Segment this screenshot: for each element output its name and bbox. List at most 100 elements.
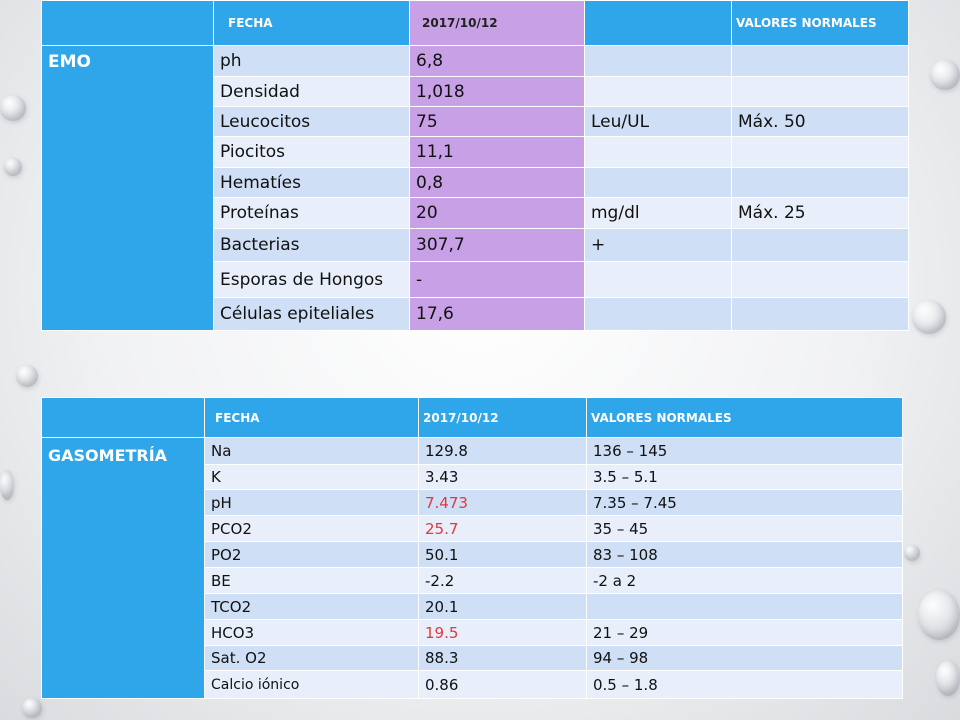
gasometria-results-table: FECHA 2017/10/12 VALORES NORMALES GASOME… <box>41 397 903 699</box>
normal-cell <box>731 261 909 298</box>
normal-cell <box>731 297 909 331</box>
value-cell: 6,8 <box>409 45 585 77</box>
value-cell: 307,7 <box>409 228 585 262</box>
header-date: 2017/10/12 <box>409 0 585 46</box>
param-cell: Hematíes <box>213 167 410 198</box>
value-cell: 88.3 <box>418 645 587 671</box>
normal-cell <box>731 228 909 262</box>
value-cell-abnormal: 25.7 <box>418 515 587 542</box>
header-fecha: FECHA <box>204 397 419 438</box>
value-cell: 11,1 <box>409 136 585 168</box>
water-drop-decoration <box>912 300 946 334</box>
unit-cell <box>584 76 732 107</box>
normal-cell: 136 – 145 <box>586 437 903 465</box>
normal-cell: -2 a 2 <box>586 567 903 594</box>
table-header-row: FECHA 2017/10/12 VALORES NORMALES <box>41 0 909 46</box>
table-row: Densidad 1,018 <box>42 76 909 107</box>
value-cell: 0.86 <box>418 670 587 699</box>
water-drop-decoration <box>0 470 14 500</box>
normal-cell <box>731 45 909 77</box>
param-cell: PCO2 <box>204 515 419 542</box>
normal-cell <box>731 167 909 198</box>
table-row: K 3.43 3.5 – 5.1 <box>42 464 903 490</box>
unit-cell <box>584 45 732 77</box>
section-label-emo: EMO <box>41 45 214 331</box>
value-cell: 129.8 <box>418 437 587 465</box>
normal-cell: Máx. 25 <box>731 197 909 229</box>
table-row: Leucocitos 75 Leu/UL Máx. 50 <box>42 106 909 137</box>
table-row: GASOMETRÍA Na 129.8 136 – 145 <box>41 437 903 699</box>
table-row: Calcio iónico 0.86 0.5 – 1.8 <box>42 670 903 699</box>
water-drop-decoration <box>16 365 38 387</box>
normal-cell: 3.5 – 5.1 <box>586 464 903 490</box>
param-cell: Proteínas <box>213 197 410 229</box>
value-cell: 20.1 <box>418 593 587 620</box>
normal-cell: Máx. 50 <box>731 106 909 137</box>
param-cell: Bacterias <box>213 228 410 262</box>
param-cell: Piocitos <box>213 136 410 168</box>
unit-cell <box>584 261 732 298</box>
param-cell: Células epiteliales <box>213 297 410 331</box>
value-cell-abnormal: 7.473 <box>418 489 587 516</box>
header-fecha: FECHA <box>213 0 410 46</box>
value-cell: 20 <box>409 197 585 229</box>
water-drop-decoration <box>930 60 960 90</box>
param-cell: HCO3 <box>204 619 419 646</box>
normal-cell: 94 – 98 <box>586 645 903 671</box>
param-cell: Calcio iónico <box>204 670 419 699</box>
normal-cell: 83 – 108 <box>586 541 903 568</box>
value-cell: 1,018 <box>409 76 585 107</box>
value-cell: 50.1 <box>418 541 587 568</box>
header-cell <box>584 0 732 46</box>
table-header-row: FECHA 2017/10/12 VALORES NORMALES <box>41 397 903 438</box>
table-row: Células epiteliales 17,6 <box>42 297 909 331</box>
value-cell: 3.43 <box>418 464 587 490</box>
param-cell: Densidad <box>213 76 410 107</box>
water-drop-decoration <box>936 660 960 696</box>
unit-cell <box>584 136 732 168</box>
unit-cell: + <box>584 228 732 262</box>
normal-cell <box>731 136 909 168</box>
value-cell: 17,6 <box>409 297 585 331</box>
param-cell: Sat. O2 <box>204 645 419 671</box>
header-cell <box>41 397 205 438</box>
table-row: Piocitos 11,1 <box>42 136 909 168</box>
value-cell: -2.2 <box>418 567 587 594</box>
param-cell: Na <box>204 437 419 465</box>
normal-cell: 35 – 45 <box>586 515 903 542</box>
param-cell: PO2 <box>204 541 419 568</box>
table-row: BE -2.2 -2 a 2 <box>42 567 903 594</box>
header-date: 2017/10/12 <box>418 397 587 438</box>
value-cell: 0,8 <box>409 167 585 198</box>
table-row: PO2 50.1 83 – 108 <box>42 541 903 568</box>
param-cell: TCO2 <box>204 593 419 620</box>
table-row: TCO2 20.1 <box>42 593 903 620</box>
table-row: HCO3 19.5 21 – 29 <box>42 619 903 646</box>
header-valores-normales: VALORES NORMALES <box>586 397 903 438</box>
param-cell: pH <box>204 489 419 516</box>
table-row: Hematíes 0,8 <box>42 167 909 198</box>
normal-cell <box>586 593 903 620</box>
unit-cell <box>584 167 732 198</box>
header-cell <box>41 0 214 46</box>
water-drop-decoration <box>918 590 960 640</box>
param-cell: BE <box>204 567 419 594</box>
value-cell: 75 <box>409 106 585 137</box>
table-row: Sat. O2 88.3 94 – 98 <box>42 645 903 671</box>
table-row: Esporas de Hongos - <box>42 261 909 298</box>
normal-cell: 0.5 – 1.8 <box>586 670 903 699</box>
header-valores-normales: VALORES NORMALES <box>731 0 909 46</box>
table-row: EMO ph 6,8 <box>41 45 909 331</box>
table-row: Bacterias 307,7 + <box>42 228 909 262</box>
param-cell: Esporas de Hongos <box>213 261 410 298</box>
normal-cell: 21 – 29 <box>586 619 903 646</box>
section-label-gasometria: GASOMETRÍA <box>41 437 205 699</box>
unit-cell: Leu/UL <box>584 106 732 137</box>
unit-cell <box>584 297 732 331</box>
water-drop-decoration <box>4 158 22 176</box>
emo-results-table: FECHA 2017/10/12 VALORES NORMALES EMO ph… <box>41 0 909 331</box>
water-drop-decoration <box>0 95 26 121</box>
param-cell: Leucocitos <box>213 106 410 137</box>
table-row: Proteínas 20 mg/dl Máx. 25 <box>42 197 909 229</box>
unit-cell: mg/dl <box>584 197 732 229</box>
